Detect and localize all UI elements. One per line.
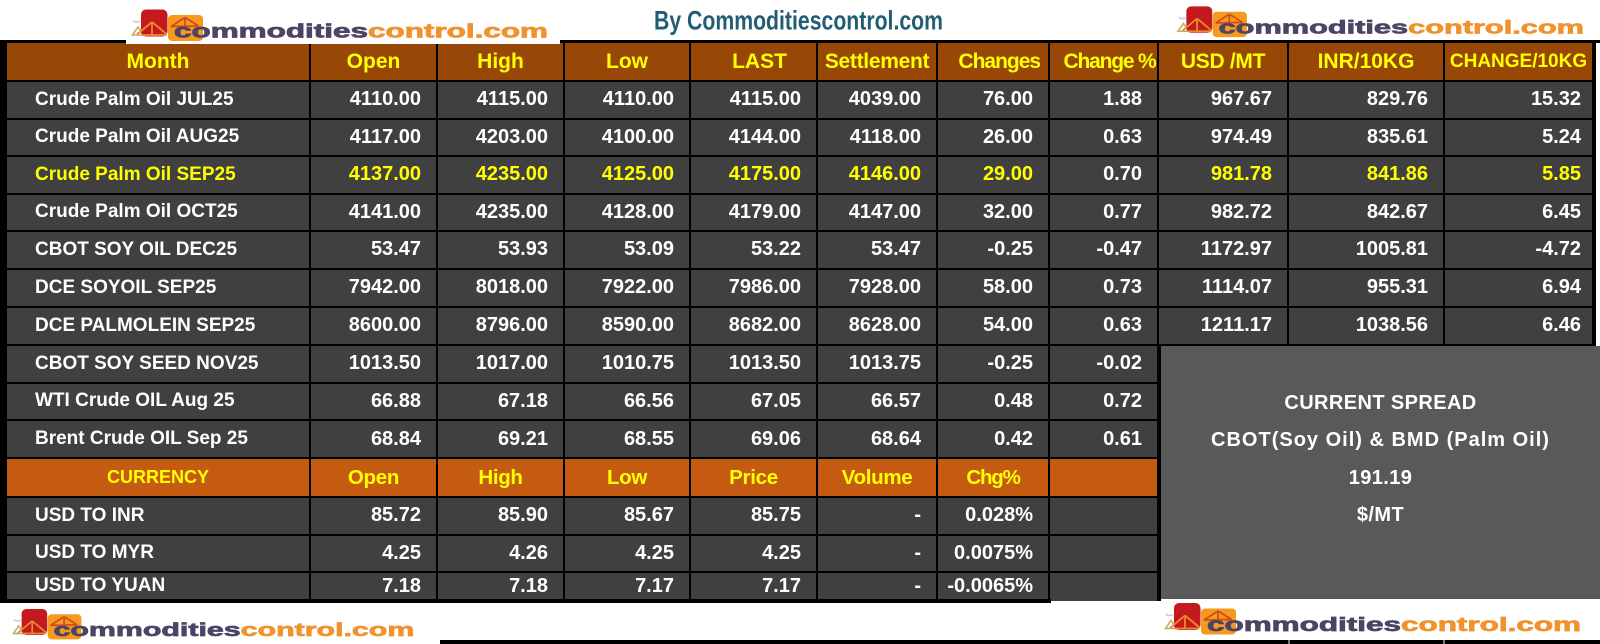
svg-text:By Commoditiescontrol.com: By Commoditiescontrol.com [654,6,943,36]
